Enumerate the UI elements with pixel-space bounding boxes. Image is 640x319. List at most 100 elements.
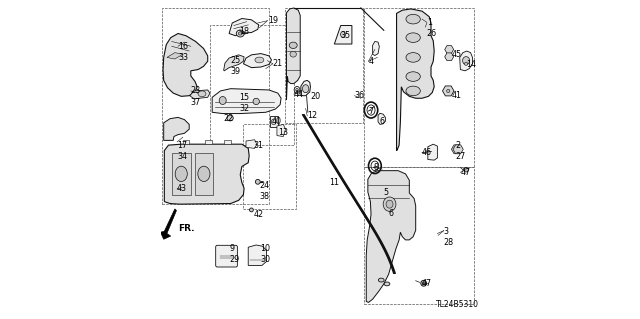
Ellipse shape xyxy=(238,32,242,35)
Text: 11: 11 xyxy=(329,178,339,187)
Polygon shape xyxy=(453,145,463,154)
Text: 8: 8 xyxy=(374,163,379,172)
Text: 2: 2 xyxy=(456,141,461,150)
FancyBboxPatch shape xyxy=(216,245,237,267)
Ellipse shape xyxy=(406,53,420,62)
Text: 24: 24 xyxy=(259,181,269,189)
Bar xyxy=(162,8,269,204)
Polygon shape xyxy=(164,117,189,140)
Ellipse shape xyxy=(198,166,210,182)
Ellipse shape xyxy=(219,96,226,105)
Text: 46: 46 xyxy=(422,148,432,157)
Polygon shape xyxy=(167,53,183,59)
Ellipse shape xyxy=(384,282,390,286)
Polygon shape xyxy=(246,140,257,148)
Polygon shape xyxy=(269,116,278,127)
Polygon shape xyxy=(229,19,259,36)
Bar xyxy=(210,25,294,145)
Ellipse shape xyxy=(303,85,309,93)
Ellipse shape xyxy=(290,51,296,57)
Ellipse shape xyxy=(406,33,420,42)
Text: 19: 19 xyxy=(268,16,278,25)
Bar xyxy=(364,167,474,304)
Text: 10: 10 xyxy=(260,244,270,253)
Text: 32: 32 xyxy=(239,104,250,113)
Text: 34: 34 xyxy=(177,152,187,161)
Polygon shape xyxy=(223,55,244,71)
Text: 1: 1 xyxy=(427,18,432,27)
Ellipse shape xyxy=(406,14,420,24)
Text: 33: 33 xyxy=(178,53,188,62)
Ellipse shape xyxy=(465,62,468,65)
Text: 44: 44 xyxy=(294,90,304,99)
Text: 20: 20 xyxy=(310,92,321,101)
Text: 41: 41 xyxy=(451,91,461,100)
Text: 30: 30 xyxy=(260,256,270,264)
Polygon shape xyxy=(301,80,310,96)
Polygon shape xyxy=(224,140,230,144)
Text: 47: 47 xyxy=(422,279,432,288)
Ellipse shape xyxy=(464,167,468,172)
Polygon shape xyxy=(383,182,391,197)
Ellipse shape xyxy=(422,282,425,285)
Ellipse shape xyxy=(386,200,393,208)
Polygon shape xyxy=(372,41,380,56)
Text: 31: 31 xyxy=(253,141,263,150)
Ellipse shape xyxy=(340,32,346,37)
Text: 25: 25 xyxy=(230,56,240,65)
Text: 22: 22 xyxy=(223,114,234,122)
Text: 42: 42 xyxy=(253,210,264,219)
Ellipse shape xyxy=(383,197,396,211)
Polygon shape xyxy=(163,33,208,96)
Text: 15: 15 xyxy=(239,93,250,102)
Polygon shape xyxy=(460,51,472,71)
Text: 38: 38 xyxy=(259,192,269,201)
Polygon shape xyxy=(334,26,352,44)
Polygon shape xyxy=(190,90,210,99)
Text: 9: 9 xyxy=(229,244,234,253)
Polygon shape xyxy=(176,184,186,191)
Polygon shape xyxy=(183,140,189,144)
Polygon shape xyxy=(205,140,212,144)
Text: 17: 17 xyxy=(177,141,188,150)
Text: 37: 37 xyxy=(191,98,201,107)
Ellipse shape xyxy=(250,208,253,212)
Text: 39: 39 xyxy=(230,67,240,76)
Text: 4: 4 xyxy=(369,57,374,66)
Bar xyxy=(243,124,296,209)
Polygon shape xyxy=(243,54,271,68)
Text: FR.: FR. xyxy=(178,224,195,233)
Text: 6: 6 xyxy=(388,209,394,218)
Polygon shape xyxy=(287,8,300,100)
Ellipse shape xyxy=(463,56,470,64)
Ellipse shape xyxy=(271,119,276,125)
Text: TL24B5310: TL24B5310 xyxy=(436,300,479,309)
Text: 3: 3 xyxy=(444,227,449,236)
Ellipse shape xyxy=(406,86,420,96)
Text: 35: 35 xyxy=(340,31,351,40)
Polygon shape xyxy=(248,245,266,265)
Ellipse shape xyxy=(447,89,450,93)
Polygon shape xyxy=(195,153,213,195)
Text: 5: 5 xyxy=(384,189,389,197)
Text: 43: 43 xyxy=(177,184,187,193)
Polygon shape xyxy=(366,171,416,302)
Polygon shape xyxy=(212,89,281,114)
Ellipse shape xyxy=(255,179,260,184)
Ellipse shape xyxy=(421,280,426,286)
Polygon shape xyxy=(445,46,454,53)
Ellipse shape xyxy=(289,42,297,48)
Text: 13: 13 xyxy=(278,128,289,137)
Text: 21: 21 xyxy=(273,59,283,68)
Polygon shape xyxy=(172,153,191,195)
Polygon shape xyxy=(277,124,285,137)
Text: 40: 40 xyxy=(271,117,282,126)
Ellipse shape xyxy=(296,88,298,92)
Text: 45: 45 xyxy=(451,50,461,59)
Polygon shape xyxy=(378,113,385,124)
Ellipse shape xyxy=(255,57,264,63)
Text: 14: 14 xyxy=(466,60,476,69)
Ellipse shape xyxy=(175,166,188,182)
Ellipse shape xyxy=(198,91,206,97)
Ellipse shape xyxy=(294,86,300,93)
